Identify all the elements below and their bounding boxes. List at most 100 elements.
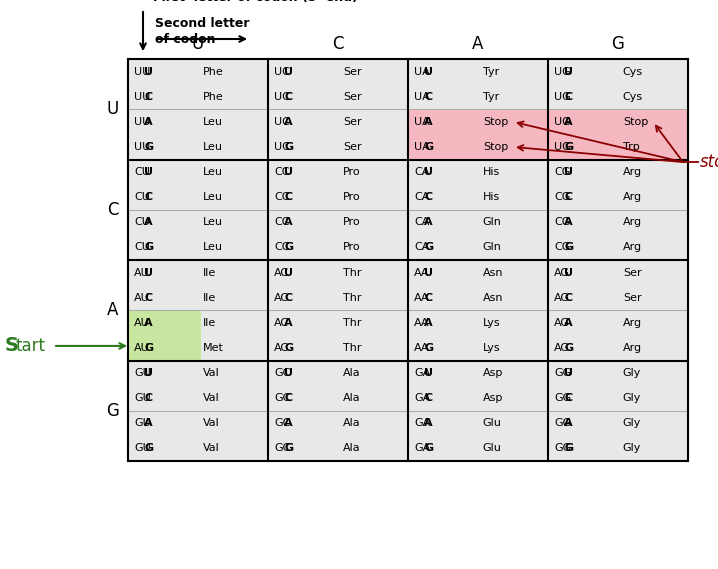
Text: G: G bbox=[284, 142, 293, 152]
Text: C: C bbox=[424, 292, 432, 303]
Text: Leu: Leu bbox=[202, 192, 223, 202]
Text: U: U bbox=[424, 167, 433, 177]
Text: U: U bbox=[144, 67, 153, 77]
Text: G: G bbox=[564, 142, 573, 152]
Text: Ala: Ala bbox=[342, 368, 360, 378]
Text: Arg: Arg bbox=[623, 242, 642, 253]
Text: GC: GC bbox=[274, 418, 290, 428]
Text: UA: UA bbox=[414, 92, 430, 102]
Text: G: G bbox=[424, 242, 433, 253]
Text: GA: GA bbox=[414, 418, 430, 428]
Text: Thr: Thr bbox=[342, 343, 361, 353]
Text: A: A bbox=[284, 318, 293, 328]
Text: UA: UA bbox=[414, 67, 430, 77]
Text: Cys: Cys bbox=[623, 92, 643, 102]
Text: CA: CA bbox=[414, 167, 429, 177]
Text: AA: AA bbox=[414, 292, 429, 303]
Text: AC: AC bbox=[274, 343, 289, 353]
Text: His: His bbox=[482, 167, 500, 177]
Text: Arg: Arg bbox=[623, 192, 642, 202]
Text: AU: AU bbox=[134, 318, 150, 328]
Text: CA: CA bbox=[414, 192, 429, 202]
Text: CU: CU bbox=[134, 217, 150, 227]
Text: GU: GU bbox=[134, 443, 151, 453]
Text: C: C bbox=[564, 192, 572, 202]
Text: C: C bbox=[144, 292, 152, 303]
Text: U: U bbox=[107, 100, 119, 118]
Text: Pro: Pro bbox=[342, 167, 360, 177]
Text: CU: CU bbox=[134, 242, 150, 253]
Text: Gln: Gln bbox=[482, 217, 502, 227]
Text: A: A bbox=[564, 318, 573, 328]
Text: Lys: Lys bbox=[482, 318, 500, 328]
Text: Asp: Asp bbox=[482, 368, 503, 378]
Text: Glu: Glu bbox=[482, 418, 502, 428]
Text: Lys: Lys bbox=[482, 343, 500, 353]
Text: Ile: Ile bbox=[202, 292, 216, 303]
Text: UC: UC bbox=[274, 117, 290, 127]
Text: GA: GA bbox=[414, 368, 430, 378]
Text: Gly: Gly bbox=[623, 393, 641, 403]
Text: Ser: Ser bbox=[342, 67, 361, 77]
Text: C: C bbox=[564, 292, 572, 303]
Text: Ser: Ser bbox=[342, 92, 361, 102]
Text: Asn: Asn bbox=[482, 292, 503, 303]
Bar bbox=[548, 134, 688, 159]
Text: G: G bbox=[564, 443, 573, 453]
Text: U: U bbox=[284, 267, 293, 278]
Text: AA: AA bbox=[414, 267, 429, 278]
Text: A: A bbox=[564, 418, 573, 428]
Text: Ala: Ala bbox=[342, 393, 360, 403]
Text: CG: CG bbox=[554, 242, 570, 253]
Text: AG: AG bbox=[554, 318, 570, 328]
Text: C: C bbox=[424, 92, 432, 102]
Text: UU: UU bbox=[134, 67, 150, 77]
Text: Arg: Arg bbox=[623, 167, 642, 177]
Text: C: C bbox=[424, 192, 432, 202]
Text: G: G bbox=[284, 242, 293, 253]
Text: G: G bbox=[144, 142, 153, 152]
Text: AC: AC bbox=[274, 292, 289, 303]
Text: G: G bbox=[144, 242, 153, 253]
Text: C: C bbox=[564, 393, 572, 403]
Text: A: A bbox=[424, 318, 433, 328]
Text: UC: UC bbox=[274, 92, 290, 102]
Text: A: A bbox=[472, 35, 484, 53]
Text: U: U bbox=[284, 368, 293, 378]
Text: GA: GA bbox=[414, 393, 430, 403]
Text: Pro: Pro bbox=[342, 242, 360, 253]
Text: A: A bbox=[424, 117, 433, 127]
Text: Leu: Leu bbox=[202, 167, 223, 177]
Text: Ala: Ala bbox=[342, 418, 360, 428]
Text: C: C bbox=[284, 192, 292, 202]
Text: CG: CG bbox=[554, 217, 570, 227]
Text: GG: GG bbox=[554, 368, 572, 378]
Text: Gly: Gly bbox=[623, 368, 641, 378]
Text: S: S bbox=[5, 336, 19, 356]
Text: Stop: Stop bbox=[482, 117, 508, 127]
Text: Val: Val bbox=[202, 443, 220, 453]
Text: C: C bbox=[424, 393, 432, 403]
Text: tart: tart bbox=[16, 337, 46, 355]
Text: Gly: Gly bbox=[623, 443, 641, 453]
Text: CC: CC bbox=[274, 167, 289, 177]
Text: G: G bbox=[106, 402, 119, 420]
Text: Ser: Ser bbox=[342, 117, 361, 127]
Text: G: G bbox=[424, 343, 433, 353]
Text: G: G bbox=[612, 35, 625, 53]
Text: Asp: Asp bbox=[482, 393, 503, 403]
Text: A: A bbox=[144, 418, 153, 428]
Text: Leu: Leu bbox=[202, 217, 223, 227]
Text: GC: GC bbox=[274, 443, 290, 453]
Text: C: C bbox=[284, 92, 292, 102]
Text: U: U bbox=[144, 368, 153, 378]
Text: Tyr: Tyr bbox=[482, 92, 499, 102]
Text: A: A bbox=[564, 217, 573, 227]
Text: stop: stop bbox=[700, 153, 718, 171]
Text: Ile: Ile bbox=[202, 267, 216, 278]
Text: AC: AC bbox=[274, 267, 289, 278]
Text: Asn: Asn bbox=[482, 267, 503, 278]
Text: U: U bbox=[424, 267, 433, 278]
Text: U: U bbox=[564, 368, 573, 378]
Text: CG: CG bbox=[554, 192, 570, 202]
